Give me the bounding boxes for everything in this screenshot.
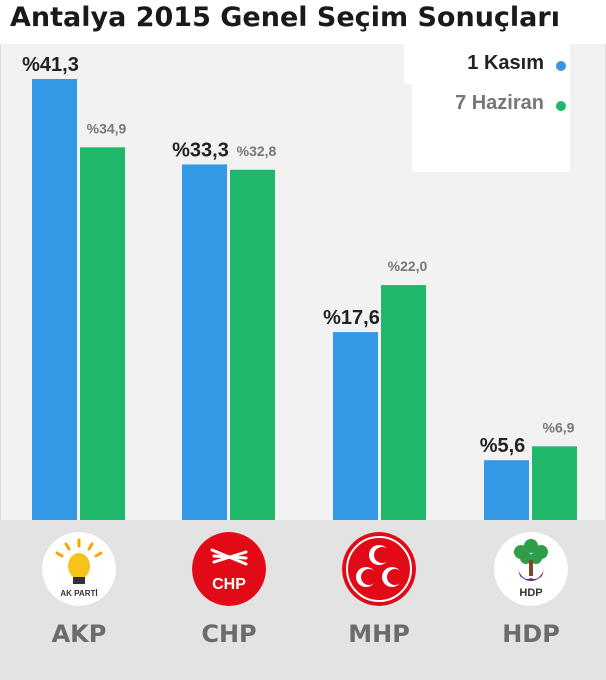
bar-chp-series-1 [182,164,227,521]
data-label-chp-series-1: %33,3 [172,139,229,161]
category-label-hdp: HDP [502,620,560,648]
bar-mhp-series-1 [333,332,378,520]
chart-title-bar: Antalya 2015 Genel Seçim Sonuçları [0,0,606,44]
data-label-chp-series-2: %32,8 [237,143,277,159]
legend-item-series-2: 7 Haziran [455,92,544,114]
mhp-logo [342,532,416,606]
bar-akp-series-2 [80,147,125,520]
legend-swatch-series-2 [556,101,566,111]
three-crescents-icon [342,532,416,606]
hdp-logo: HDP [494,532,568,606]
chp-logo-text: CHP [212,576,246,593]
chp-logo: CHP [192,532,266,606]
category-label-mhp: MHP [348,620,410,648]
bar-hdp-series-2 [532,446,577,520]
bar-mhp-series-2 [381,285,426,520]
bar-akp-series-1 [32,79,77,520]
category-label-akp: AKP [51,620,107,648]
data-label-akp-series-2: %34,9 [87,120,127,136]
lightbulb-icon: AK PARTİ [42,532,116,606]
hdp-logo-text: HDP [519,587,542,599]
legend-item-series-1: 1 Kasım [467,52,544,74]
bar-hdp-series-1 [484,460,529,520]
data-label-hdp-series-1: %5,6 [480,435,526,457]
data-label-hdp-series-2: %6,9 [543,419,575,435]
six-arrows-icon: CHP [192,532,266,606]
bar-chp-series-2 [230,169,275,521]
data-label-akp-series-1: %41,3 [22,54,79,76]
data-label-mhp-series-1: %17,6 [323,307,380,329]
data-label-mhp-series-2: %22,0 [388,258,428,274]
category-label-chp: CHP [201,620,257,648]
tree-hands-icon: HDP [494,532,568,606]
akp-logo-text: AK PARTİ [60,589,97,598]
chart-title: Antalya 2015 Genel Seçim Sonuçları [10,2,560,33]
legend: 1 Kasım 7 Haziran [404,44,570,172]
akp-logo: AK PARTİ [42,532,116,606]
legend-swatch-series-1 [556,61,566,71]
